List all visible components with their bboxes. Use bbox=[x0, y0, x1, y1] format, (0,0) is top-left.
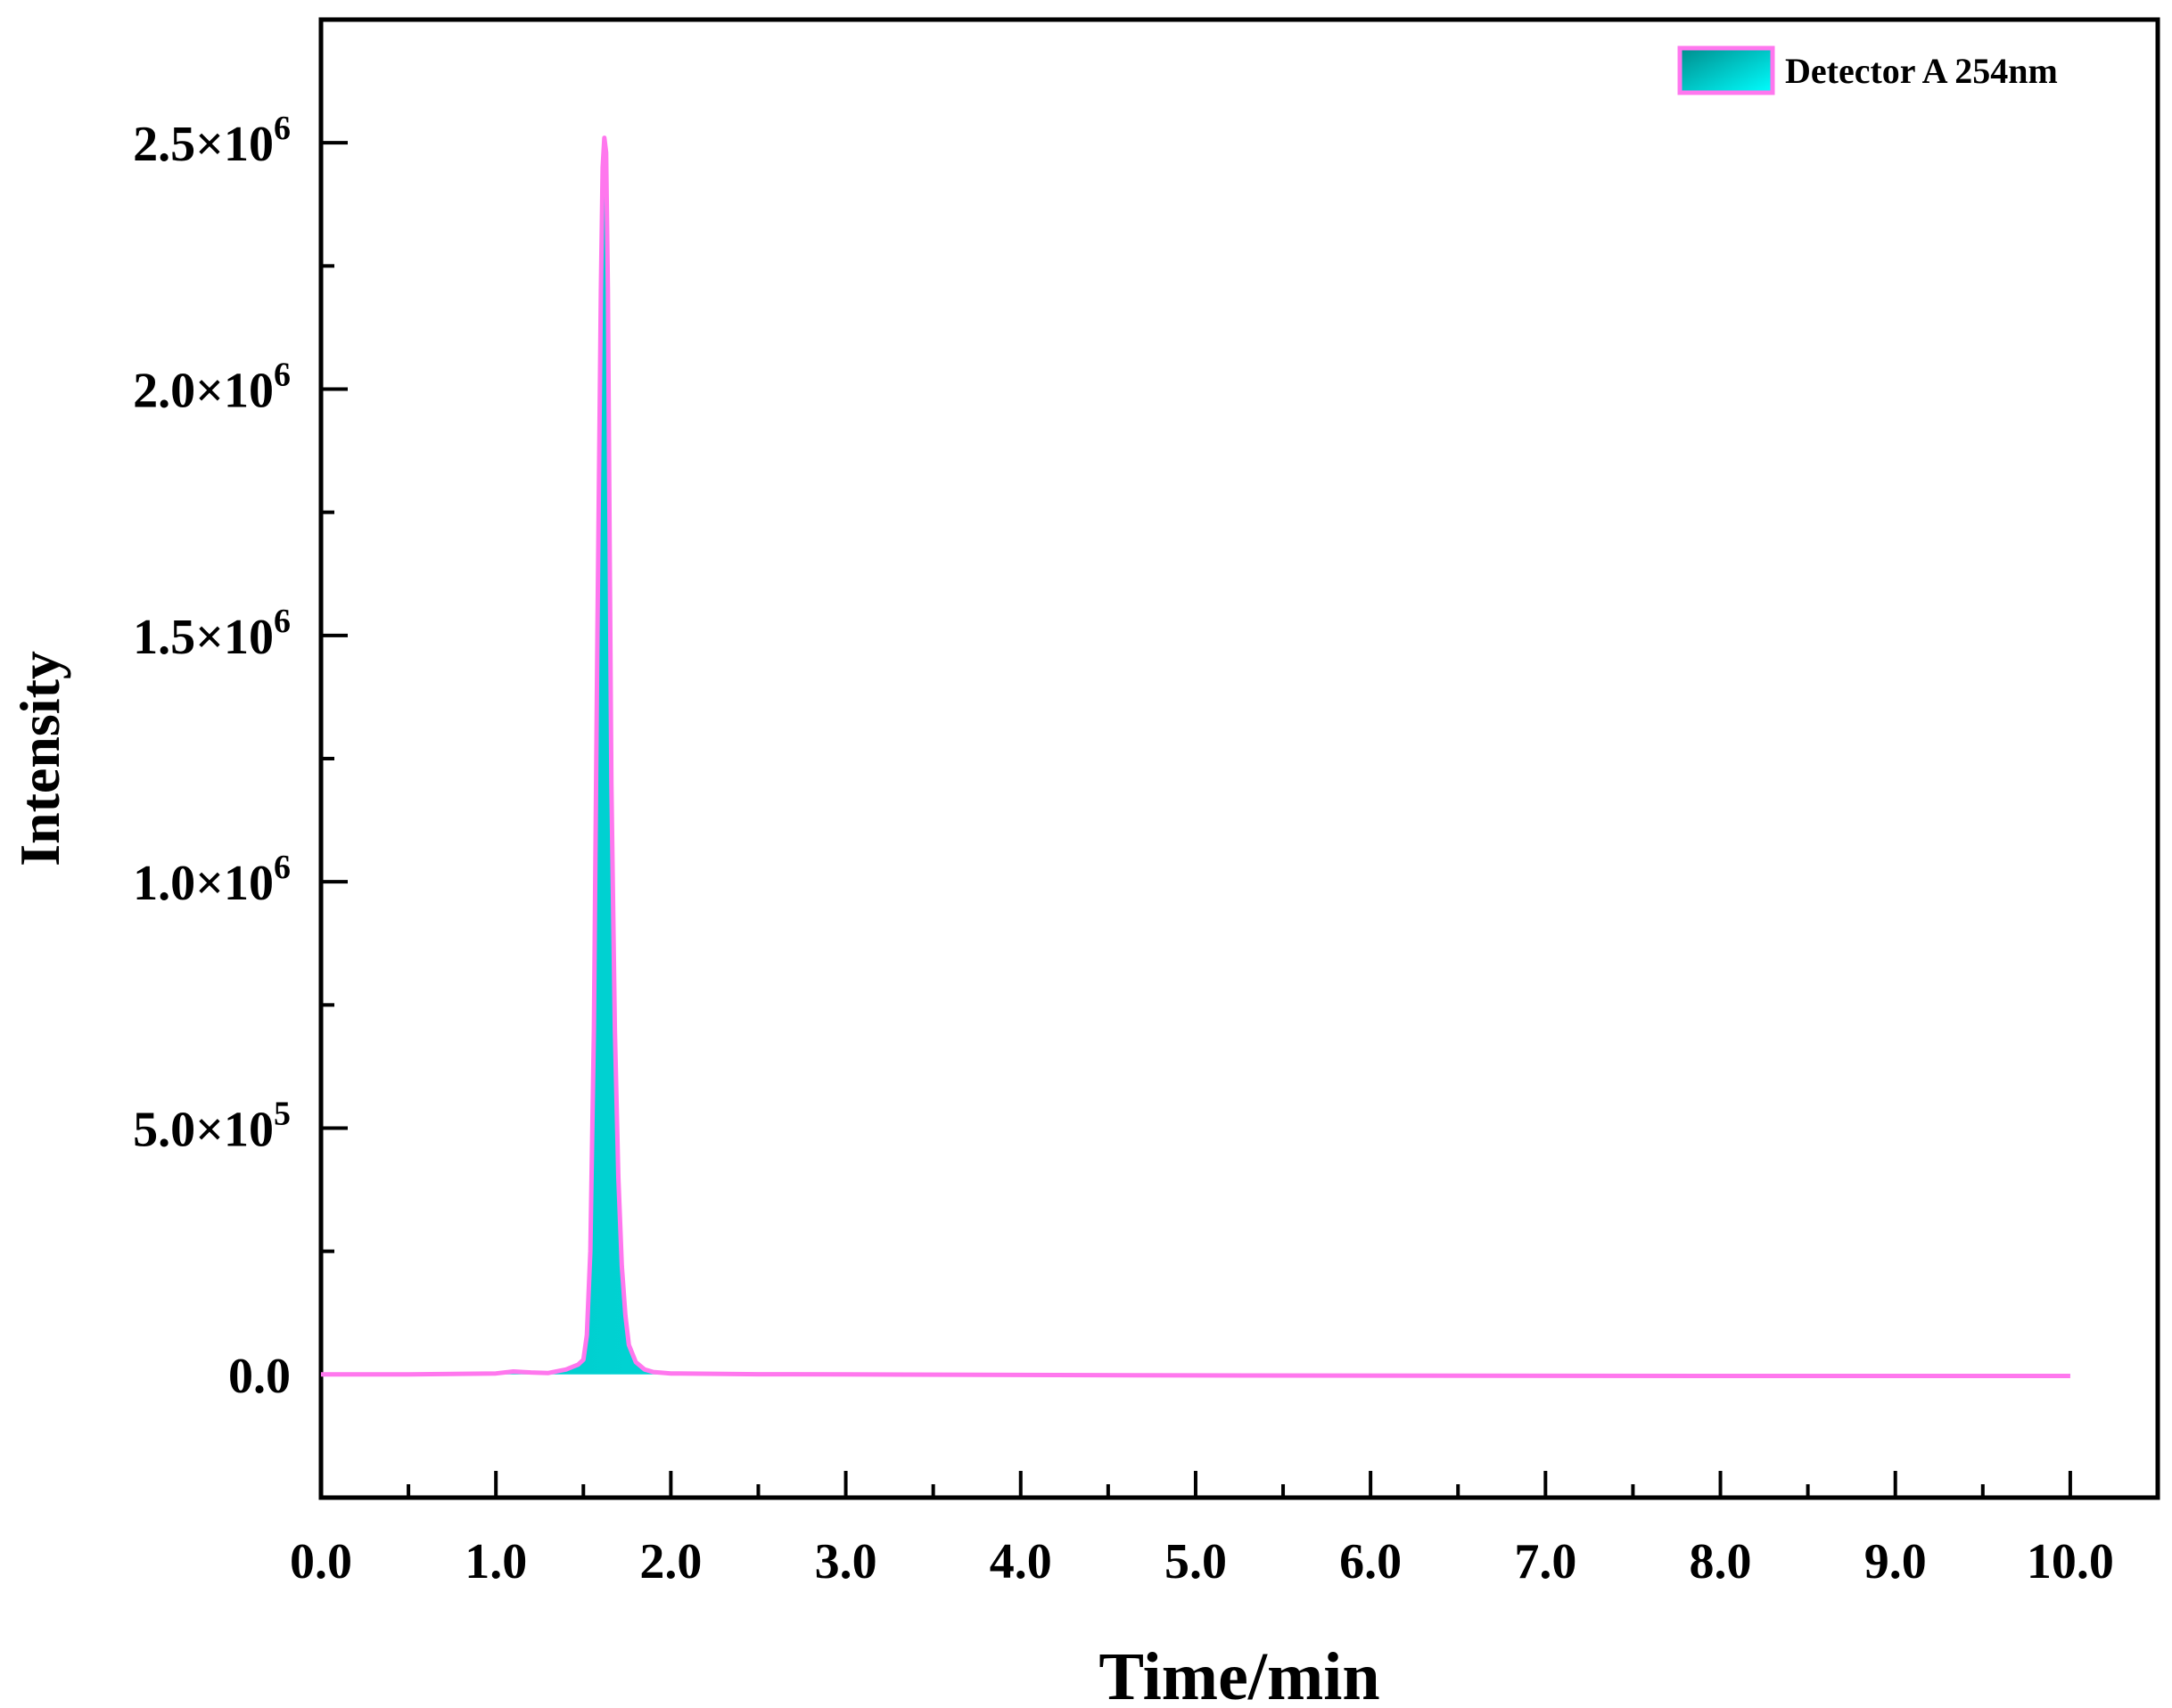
y-tick-label: 1.0×106 bbox=[133, 849, 291, 911]
x-tick-label: 5.0 bbox=[1164, 1534, 1227, 1589]
y-axis-title: Intensity bbox=[8, 651, 71, 866]
y-tick-label: 2.0×106 bbox=[133, 357, 291, 419]
x-tick-label: 0.0 bbox=[290, 1534, 352, 1589]
x-tick-label: 4.0 bbox=[990, 1534, 1052, 1589]
x-axis-ticks: 0.0 1.0 2.0 3.0 4.0 5.0 6.0 7.0 8.0 9.0 10.0 bbox=[290, 1471, 2114, 1589]
series-layer bbox=[321, 135, 2070, 1378]
y-axis-ticks: 0.0 5.0×105 1.0×106 1.5×106 2.0×106 2.5×106 bbox=[133, 18, 348, 1404]
x-tick-label: 6.0 bbox=[1339, 1534, 1402, 1589]
y-tick-label: 1.5×106 bbox=[133, 603, 291, 665]
y-tick-label: 5.0×105 bbox=[133, 1096, 291, 1158]
x-tick-label: 10.0 bbox=[2027, 1534, 2114, 1589]
x-tick-label: 8.0 bbox=[1690, 1534, 1752, 1589]
series-line bbox=[321, 135, 2070, 1378]
legend-swatch bbox=[1677, 45, 1775, 95]
y-tick-label: 0.0 bbox=[228, 1349, 291, 1404]
x-tick-label: 3.0 bbox=[815, 1534, 877, 1589]
series-area bbox=[321, 137, 2070, 1376]
x-tick-label: 9.0 bbox=[1864, 1534, 1927, 1589]
x-tick-label: 1.0 bbox=[465, 1534, 527, 1589]
x-tick-label: 2.0 bbox=[639, 1534, 702, 1589]
legend-label: Detector A 254nm bbox=[1785, 51, 2058, 91]
x-axis-title: Time/min bbox=[1098, 1639, 1379, 1708]
x-tick-label: 7.0 bbox=[1514, 1534, 1576, 1589]
legend: Detector A 254nm bbox=[1677, 45, 2058, 95]
y-tick-label: 2.5×106 bbox=[133, 110, 291, 172]
